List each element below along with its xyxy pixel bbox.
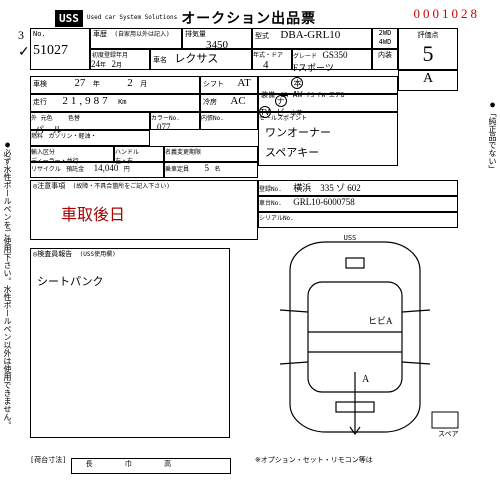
shaken-box: 車検 27 年 2 月 [30, 76, 200, 94]
recycle-box: リサイクル 預託金 14,040 円 [30, 162, 164, 178]
fuel-box: 燃料 ガソリン・軽油・ [30, 130, 150, 146]
doors-box: 年式・ドア 4 [252, 49, 292, 70]
diagram-uss: USS [344, 234, 357, 242]
doors-value: 4 [253, 59, 269, 71]
mileage-box: 走行 21,987 Km [30, 94, 200, 112]
grade-value1: GS350 [322, 50, 347, 60]
car-diagram: USS ヒビA A スペア [250, 232, 470, 442]
uss-logo: USS [55, 10, 83, 27]
grade-box: グレード GS350 Fスポーツ [292, 49, 372, 70]
reg-date-box: 初度登録年月 24年 2月 [90, 49, 150, 70]
reg-date-label: 初度登録年月 [91, 50, 149, 59]
board-box: 乗車定員 5 名 [164, 162, 258, 178]
color-box: 外 元色 色替 パール [30, 112, 150, 130]
sheet-title: オークション出品票 [181, 8, 316, 28]
change-box: 名義変更期限 [164, 146, 258, 162]
shift-box: シフト AT [200, 76, 258, 94]
auction-sheet: ●必ず水性ボールペンをご使用下さい。水性ボールペン以外は使用できません。 3 ✓… [0, 0, 500, 500]
model-value: DBA-GRL10 [276, 29, 340, 41]
diagram-spare: スペア [438, 430, 459, 438]
reg-year: 24 [91, 59, 100, 69]
score-box: 評価点 5 [398, 28, 458, 70]
doors-label: 年式・ドア [253, 50, 291, 59]
model-label: 型式 [253, 31, 271, 41]
margin-mark: 3 [18, 28, 24, 43]
diagram-mark-a: A [362, 374, 370, 385]
salespoint-box: セールスポイント ワンオーナー スペアキー [258, 112, 398, 166]
lot-no-box: No. 51027 [30, 28, 90, 70]
grade-value2: Fスポーツ [293, 61, 371, 74]
displacement-box: 排気量 3450 [182, 28, 252, 49]
side-note-2: ●「純正品でない」 [487, 100, 498, 173]
displacement-label: 排気量 [183, 29, 208, 39]
car-name-box: 車名 レクサス [150, 49, 252, 70]
margin-check: ✓ [18, 44, 30, 61]
model-box: 型式 DBA-GRL10 [252, 28, 372, 49]
handle-box: ハンドル 左・右 [114, 146, 164, 162]
car-name-value: レクサス [174, 53, 218, 65]
drive-box: 2WD4WD [372, 28, 398, 49]
grade-label: グレード [293, 53, 317, 60]
lot-no-label: No. [31, 29, 89, 39]
top-number: 0001028 [414, 6, 481, 22]
interior-value: A [423, 71, 433, 86]
header: USS Used car System Solutions オークション出品票 [55, 8, 316, 28]
side-note-1: ●必ず水性ボールペンをご使用下さい。水性ボールペン以外は使用できません。 [2, 140, 13, 429]
colorno-box: カラーNo. 077 [150, 112, 200, 130]
interior-label-box: 内装 [372, 49, 398, 70]
ac-box: 冷房 AC [200, 94, 258, 112]
notes-box: ◎注意事項 (故障・不具合箇所をご記入下さい) 車取後日 [30, 180, 258, 240]
colorno2-box: 内張No. [200, 112, 258, 130]
score-label: 評価点 [399, 29, 457, 41]
interior-score-box: A [398, 70, 458, 91]
chassis-box: 車台No. GRL10-6000758 [258, 196, 458, 212]
history-box: 車歴 (自家用以外は記入) [90, 28, 182, 49]
car-name-label: 車名 [151, 55, 169, 65]
equip-box-1: 装備 SR 本AW PS PW エアB [258, 76, 398, 94]
history-sub: (自家用以外は記入) [114, 31, 169, 38]
inspector-box: ◎検査員報告 (USS使用欄) シートパンク [30, 248, 230, 438]
history-label: 車歴 [91, 29, 109, 39]
equip-box-2: TV ナビ 本革 [258, 94, 398, 112]
regno-box: 登録No. 横浜 335 ゾ 602 [258, 180, 458, 196]
uss-sub: Used car System Solutions [87, 15, 177, 21]
diagram-interior: ヒビA [368, 316, 393, 326]
serial-box: シリアルNo. [258, 212, 458, 228]
footer: [荷台寸法] 長 巾 高 ※オプション・セット・リモコン等は [30, 454, 470, 494]
score-value: 5 [399, 41, 457, 67]
import-box: 輸入区分 ディーラー・並行 [30, 146, 114, 162]
lot-no-value: 51027 [31, 39, 89, 63]
